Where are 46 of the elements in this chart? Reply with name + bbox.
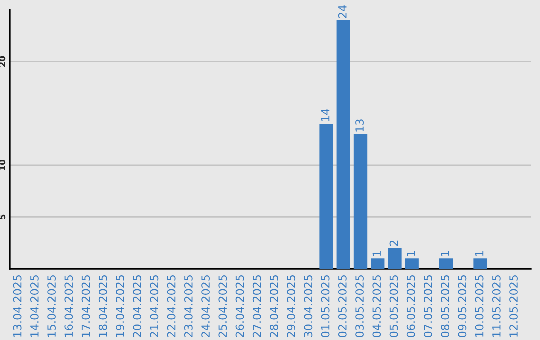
x-tick-label: 16.04.2025: [64, 276, 74, 337]
x-tick-label: 29.04.2025: [287, 276, 296, 338]
x-tick-label: 10.05.2025: [475, 276, 484, 337]
data-label: 1: [407, 251, 416, 256]
data-label: 2: [390, 240, 398, 246]
data-label: 1: [441, 251, 450, 256]
x-tick-label: 14.04.2025: [30, 276, 39, 337]
x-tick-label: 01.05.2025: [321, 276, 330, 338]
data-label: 24: [338, 5, 347, 18]
x-tick-label: 06.05.2025: [406, 276, 416, 338]
x-tick-label: 28.04.2025: [270, 276, 278, 338]
x-tick-label: 07.05.2025: [424, 276, 432, 338]
x-tick-label: 22.04.2025: [167, 276, 176, 338]
data-label: 14: [322, 109, 330, 122]
bar: [371, 258, 385, 269]
x-tick-label: 13.04.2025: [13, 276, 22, 337]
x-tick-label: 04.05.2025: [372, 276, 382, 338]
x-tick-label: 03.05.2025: [356, 276, 364, 338]
x-tick-label: 20.04.2025: [133, 276, 142, 338]
x-tick-label: 18.04.2025: [98, 276, 108, 337]
x-tick-label: 17.04.2025: [82, 276, 90, 337]
x-tick-label: 02.05.2025: [338, 276, 347, 338]
bar: [354, 134, 368, 269]
bar: [388, 248, 402, 269]
data-label: 1: [372, 251, 381, 256]
bar: [439, 258, 454, 269]
x-tick-label: 08.05.2025: [441, 276, 450, 338]
bar: [405, 258, 419, 269]
x-tick-label: 21.04.2025: [150, 276, 159, 338]
x-tick-label: 12.05.2025: [510, 276, 518, 337]
x-tick-label: 23.04.2025: [184, 276, 193, 338]
x-tick-label: 05.05.2025: [390, 276, 398, 338]
data-label: 13: [356, 120, 364, 132]
x-tick-label: 25.04.2025: [218, 276, 228, 338]
x-tick-label: 27.04.2025: [252, 276, 262, 338]
x-tick-label: 26.04.2025: [236, 276, 244, 338]
x-tick-label: 11.05.2025: [492, 276, 501, 337]
x-tick-label: 15.04.2025: [48, 276, 56, 337]
bar: [336, 20, 350, 269]
bar: [320, 124, 334, 269]
bar: [474, 258, 488, 269]
x-tick-label: 24.04.2025: [202, 276, 210, 338]
x-tick-label: 09.05.2025: [458, 276, 467, 338]
data-label: 1: [475, 251, 484, 256]
x-tick-label: 19.04.2025: [116, 276, 124, 337]
x-tick-label: 30.04.2025: [304, 276, 313, 338]
